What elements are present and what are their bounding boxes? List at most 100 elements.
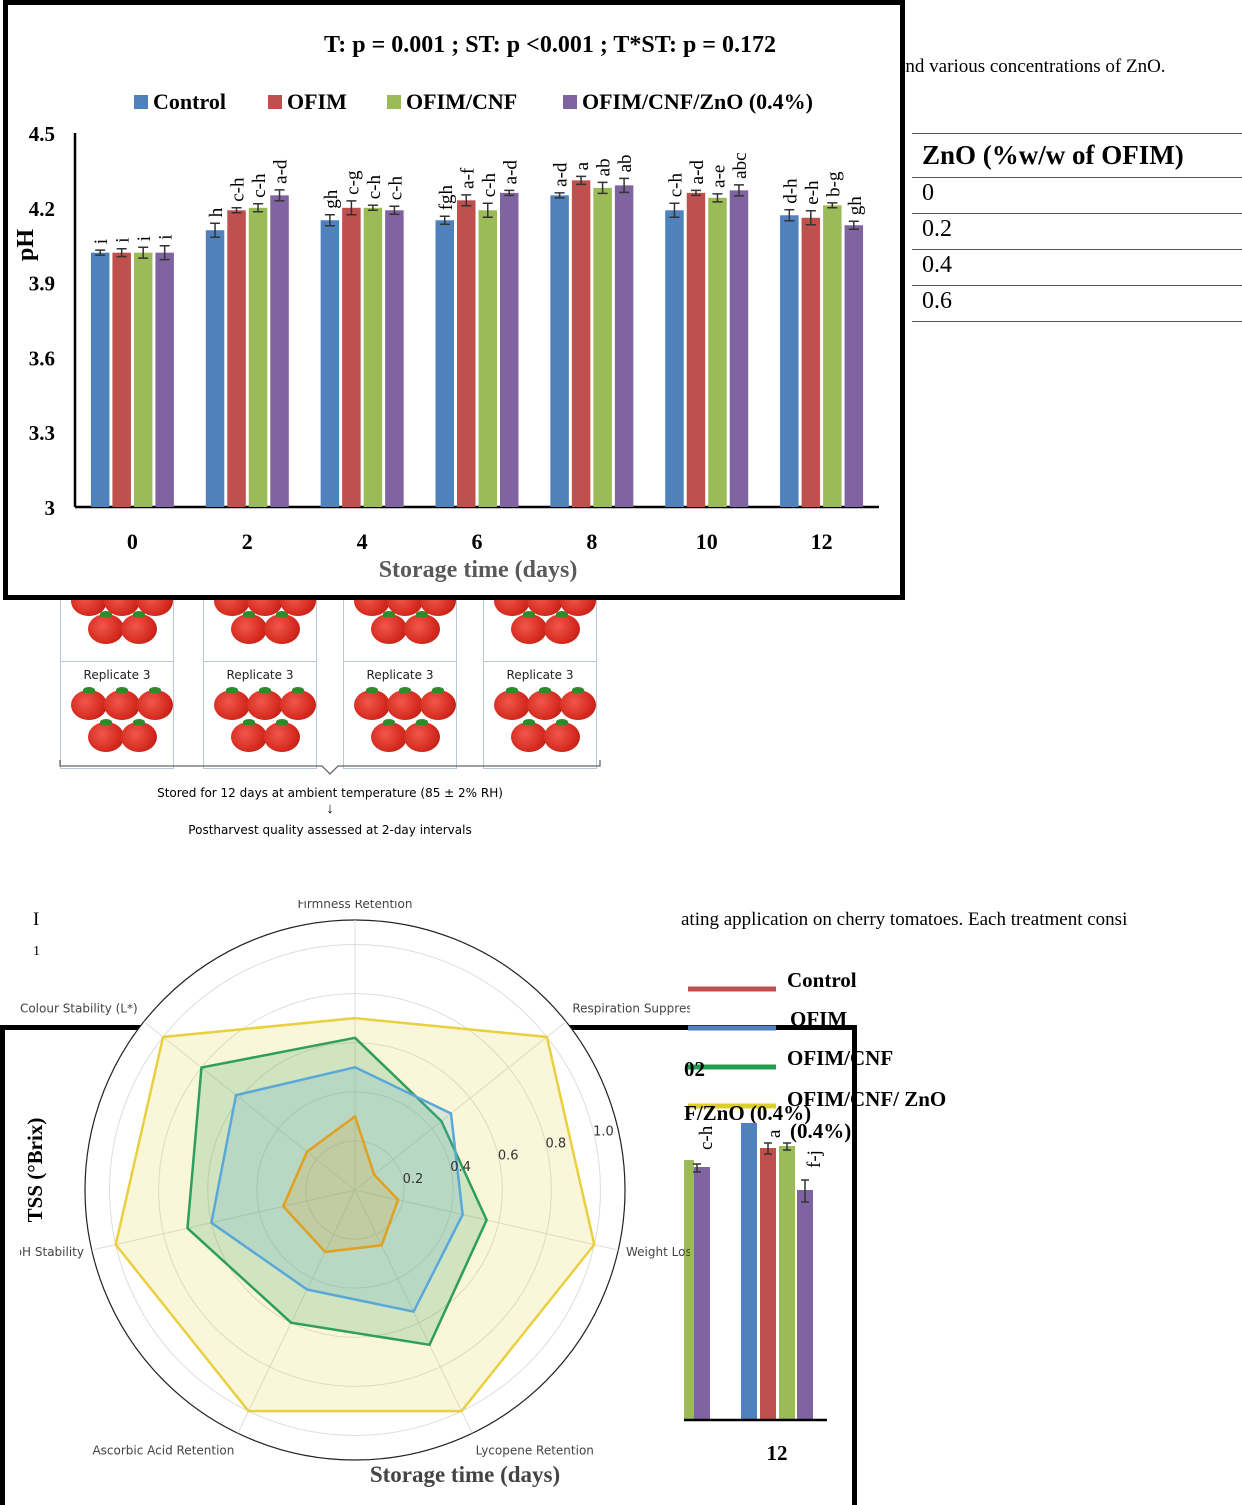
significance-letter: c-h bbox=[249, 173, 270, 198]
significance-letter: ab bbox=[615, 154, 636, 172]
tomato-icon bbox=[264, 611, 300, 644]
bar bbox=[457, 200, 476, 507]
radar-axis-label: Firmness Retention bbox=[298, 900, 413, 911]
radar-tick-label: 0.8 bbox=[546, 1136, 567, 1151]
stored-text: Stored for 12 days at ambient temperatur… bbox=[157, 786, 503, 800]
error-bar bbox=[159, 244, 170, 261]
bar bbox=[478, 210, 497, 507]
radar-spoke bbox=[237, 1189, 356, 1434]
significance-letter: h bbox=[206, 207, 227, 217]
doc-caption-line-top: and various concentrations of ZnO. bbox=[897, 56, 1166, 77]
tomato-icon bbox=[104, 687, 140, 720]
error-bar bbox=[274, 189, 285, 202]
bar bbox=[614, 185, 634, 508]
significance-letter: c-h bbox=[479, 173, 500, 198]
tomato-icon bbox=[214, 687, 250, 720]
error-bar bbox=[619, 177, 630, 194]
bar bbox=[342, 207, 361, 508]
radar-axis-label: Lycopene Retention bbox=[476, 1443, 594, 1457]
y-tick-label: 3.3 bbox=[29, 421, 55, 445]
significance-letter: a-e bbox=[708, 165, 729, 188]
significance-letter: i bbox=[113, 237, 134, 242]
legend-label: OFIM/CNF/ ZnO bbox=[787, 1087, 946, 1111]
replicate-label: Replicate 3 bbox=[366, 668, 434, 682]
table-row: 0 bbox=[912, 177, 1242, 214]
error-bar bbox=[848, 220, 859, 230]
legend: Control OFIM OFIM/CNF OFIM/CNF/ZnO (0.4%) bbox=[134, 89, 813, 114]
x-tick-label: 4 bbox=[357, 529, 368, 554]
x-tick-label: 10 bbox=[696, 529, 718, 554]
radar-series-polygon bbox=[281, 1114, 400, 1254]
x-tick-label: 8 bbox=[586, 529, 597, 554]
legend-swatch bbox=[134, 95, 148, 109]
y-tick-label: 3.9 bbox=[29, 272, 55, 296]
bar bbox=[227, 210, 246, 507]
significance-letter: c-h bbox=[385, 176, 406, 201]
significance-letter: abc bbox=[730, 152, 751, 178]
tss-errorbar bbox=[693, 1163, 701, 1173]
replicate-label: Replicate 3 bbox=[226, 668, 294, 682]
error-bar bbox=[138, 246, 149, 259]
tss-bar bbox=[684, 1160, 694, 1420]
bar bbox=[823, 205, 842, 507]
radar-series-polygon bbox=[186, 1036, 488, 1347]
tomato-icon bbox=[231, 611, 267, 644]
tss-letter: f-j bbox=[804, 1150, 825, 1168]
radar-spoke bbox=[143, 1021, 356, 1191]
doc-partial-letter: 1 bbox=[33, 944, 40, 959]
tss-chart: Control OFIM OFIM/CNF 02 OFIM/CNF/ ZnO F… bbox=[23, 968, 946, 1487]
tomato-icon bbox=[71, 687, 107, 720]
tss-x-tick: 12 bbox=[767, 1441, 788, 1465]
tomato-icon bbox=[88, 611, 124, 644]
significance-letter: e-h bbox=[802, 180, 823, 205]
legend-label: (0.4%) bbox=[790, 1119, 851, 1143]
error-bar bbox=[367, 204, 378, 212]
bar bbox=[686, 192, 706, 507]
legend-label: OFIM bbox=[287, 89, 347, 114]
bar bbox=[248, 207, 268, 508]
tss-errorbar bbox=[764, 1142, 809, 1203]
radar-axis-label: Colour Stability (L*) bbox=[20, 1002, 138, 1016]
x-tick-label: 12 bbox=[811, 529, 833, 554]
error-bar bbox=[784, 209, 795, 222]
bar bbox=[320, 220, 340, 507]
bar bbox=[363, 207, 383, 508]
y-tick-label: 3 bbox=[45, 496, 56, 520]
tomato-icon bbox=[544, 719, 580, 752]
significance-letter: gh bbox=[845, 196, 866, 216]
tomato-icon bbox=[527, 687, 563, 720]
doc-caption-line-mid: ating application on cherry tomatoes. Ea… bbox=[681, 909, 1128, 930]
radar-tick-label: 0.6 bbox=[498, 1148, 519, 1163]
radar-series-polygon bbox=[210, 1065, 464, 1314]
radar-axis-label: Respiration Suppression bbox=[572, 1002, 690, 1016]
tomato-icon bbox=[88, 719, 124, 752]
x-tick-label: 2 bbox=[242, 529, 253, 554]
error-bar bbox=[597, 181, 608, 195]
significance-letter: a bbox=[572, 161, 593, 170]
tomato-icon bbox=[371, 611, 407, 644]
significance-letter: c-h bbox=[364, 175, 385, 200]
tss-letter: a bbox=[764, 1129, 785, 1138]
tomato-icon bbox=[560, 687, 596, 720]
error-bar bbox=[827, 202, 838, 209]
radar-tick-label: 0.4 bbox=[450, 1160, 471, 1175]
replicate-label: Replicate 3 bbox=[506, 668, 574, 682]
radar-axis-label: Ascorbic Acid Retention bbox=[92, 1443, 234, 1457]
error-bar bbox=[116, 247, 127, 258]
tomato-icon bbox=[387, 687, 423, 720]
significance-letter: b-g bbox=[823, 171, 844, 197]
tomato-icon bbox=[247, 687, 283, 720]
tomato-icon bbox=[511, 719, 547, 752]
y-tick-label: 4.5 bbox=[29, 122, 55, 146]
significance-letter: a-d bbox=[500, 160, 521, 185]
radar-axis-label: Weight Loss Control bbox=[626, 1245, 690, 1259]
error-bar bbox=[210, 222, 221, 238]
significance-letter: i bbox=[156, 234, 177, 239]
assessed-text: Postharvest quality assessed at 2-day in… bbox=[188, 823, 472, 837]
legend-label: Control bbox=[153, 89, 226, 114]
bar bbox=[270, 195, 289, 508]
down-arrow-icon: ↓ bbox=[326, 801, 334, 817]
error-bar bbox=[231, 207, 242, 214]
tomato-icon bbox=[137, 687, 173, 720]
bar bbox=[571, 180, 591, 507]
